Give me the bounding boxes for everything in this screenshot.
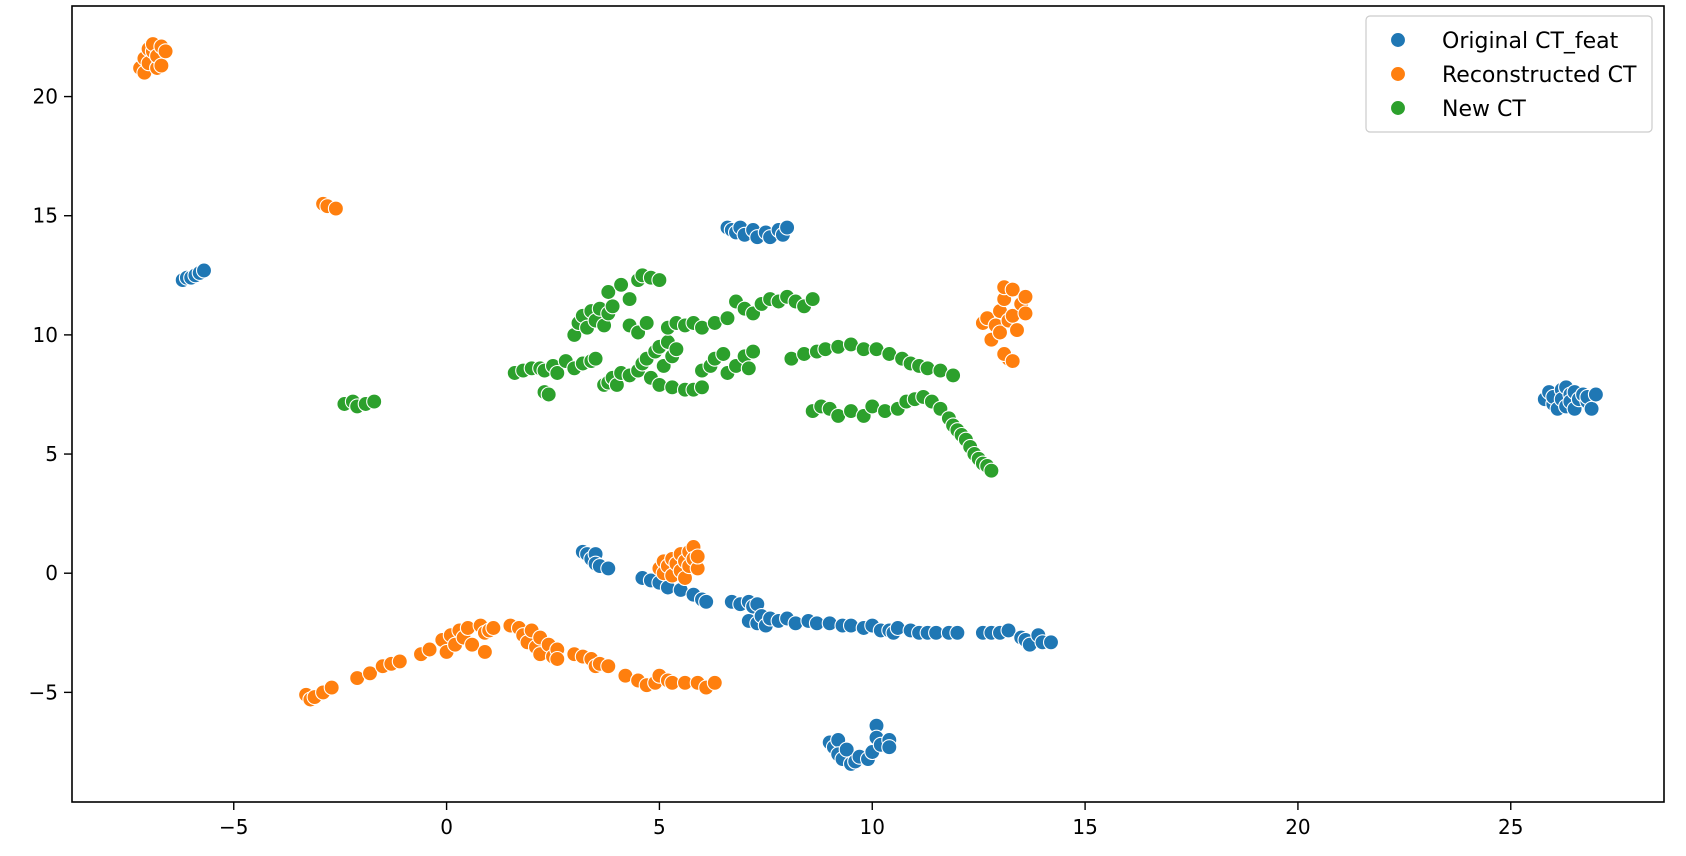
data-point bbox=[693, 379, 711, 396]
data-point bbox=[1583, 400, 1600, 417]
data-point bbox=[1000, 622, 1017, 639]
data-point bbox=[638, 314, 655, 332]
data-point bbox=[1587, 386, 1604, 403]
data-point bbox=[549, 650, 566, 668]
data-point bbox=[549, 364, 566, 382]
data-point bbox=[361, 665, 379, 682]
data-point bbox=[689, 548, 706, 565]
data-point bbox=[745, 343, 762, 360]
data-point bbox=[651, 272, 668, 289]
y-tick-label: 15 bbox=[33, 204, 58, 228]
data-point bbox=[706, 674, 723, 691]
y-tick-label: 5 bbox=[45, 442, 58, 466]
plot-frame bbox=[71, 5, 1665, 803]
legend-label: Reconstructed CT bbox=[1442, 63, 1637, 88]
data-point bbox=[327, 200, 344, 217]
x-tick-label: 20 bbox=[1285, 815, 1310, 839]
x-tick-label: 5 bbox=[653, 815, 666, 839]
legend-label: New CT bbox=[1442, 97, 1526, 122]
points-layer bbox=[132, 36, 1604, 772]
data-point bbox=[715, 345, 732, 363]
series-1 bbox=[174, 219, 1604, 772]
data-point bbox=[881, 739, 898, 756]
y-tick-label: 20 bbox=[33, 85, 58, 109]
data-point bbox=[804, 291, 821, 308]
data-point bbox=[157, 43, 174, 60]
data-point bbox=[600, 283, 617, 301]
data-point bbox=[366, 393, 383, 410]
data-point bbox=[1017, 305, 1034, 322]
data-point bbox=[600, 658, 617, 675]
data-point bbox=[1004, 353, 1021, 370]
data-point bbox=[779, 219, 796, 236]
legend-label: Original CT_feat bbox=[1442, 29, 1619, 54]
x-tick-label: 25 bbox=[1498, 815, 1523, 839]
data-point bbox=[1008, 322, 1026, 339]
x-axis: −5 0 5 10 15 20 25 bbox=[219, 802, 1523, 839]
series-2 bbox=[132, 36, 1034, 708]
data-point bbox=[464, 636, 481, 653]
x-tick-label: 0 bbox=[440, 815, 453, 839]
y-tick-label: −5 bbox=[29, 680, 58, 704]
legend-marker bbox=[1389, 31, 1407, 49]
legend-box bbox=[1365, 15, 1653, 133]
data-point bbox=[195, 262, 213, 279]
legend-marker bbox=[1389, 65, 1407, 83]
data-point bbox=[540, 386, 557, 403]
data-point bbox=[698, 593, 715, 610]
data-point bbox=[1004, 281, 1021, 298]
data-point bbox=[945, 367, 962, 384]
data-point bbox=[1017, 288, 1034, 305]
data-point bbox=[668, 341, 685, 358]
x-tick-label: −5 bbox=[219, 815, 248, 839]
data-point bbox=[485, 619, 502, 637]
data-point bbox=[604, 298, 621, 315]
y-tick-label: 0 bbox=[45, 561, 58, 585]
data-point bbox=[949, 624, 966, 641]
data-point bbox=[153, 57, 170, 74]
legend: Original CT_feat Reconstructed CT New CT bbox=[1365, 15, 1653, 133]
data-point bbox=[719, 310, 736, 327]
data-point bbox=[621, 291, 638, 308]
series-3 bbox=[336, 267, 1000, 479]
data-point bbox=[1042, 634, 1060, 651]
data-point bbox=[587, 350, 604, 367]
data-point bbox=[391, 653, 408, 670]
x-tick-label: 10 bbox=[860, 815, 885, 839]
data-point bbox=[983, 462, 1000, 479]
data-point bbox=[476, 643, 493, 660]
x-tick-label: 15 bbox=[1072, 815, 1097, 839]
legend-marker bbox=[1389, 99, 1407, 117]
data-point bbox=[600, 560, 617, 577]
y-axis: −5 0 5 10 15 20 bbox=[29, 85, 72, 704]
data-point bbox=[991, 324, 1009, 341]
data-point bbox=[421, 641, 438, 658]
data-point bbox=[740, 360, 757, 377]
data-point bbox=[613, 276, 630, 293]
data-point bbox=[323, 679, 340, 696]
y-tick-label: 10 bbox=[33, 323, 58, 347]
